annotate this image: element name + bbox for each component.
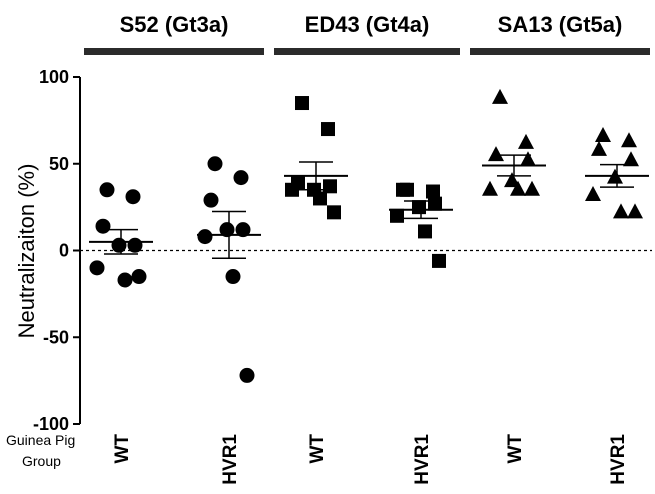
data-point-square	[295, 96, 309, 111]
data-point-circle	[89, 260, 105, 276]
data-point-square	[327, 205, 341, 220]
group-title-2: SA13 (Gt5a)	[498, 12, 623, 37]
data-point-triangle	[524, 180, 540, 196]
x-category-label: WT	[505, 434, 526, 464]
data-point-square	[412, 200, 426, 215]
data-point-square	[323, 179, 337, 194]
data-point-square	[432, 253, 446, 268]
data-point-circle	[235, 222, 251, 238]
data-point-triangle	[585, 185, 601, 201]
y-tick-label: -100	[33, 414, 69, 434]
data-point-triangle	[627, 203, 643, 219]
data-point-circle	[225, 269, 241, 285]
y-tick-label: 50	[49, 154, 69, 174]
y-tick-label: 0	[59, 241, 69, 261]
data-points	[89, 88, 643, 383]
data-point-triangle	[510, 180, 526, 196]
y-tick-label: 100	[39, 67, 69, 87]
data-point-triangle	[623, 151, 639, 167]
y-axis-title: Neutralizaiton (%)	[14, 164, 39, 339]
data-point-triangle	[504, 172, 520, 188]
data-point-square	[313, 191, 327, 206]
x-axis-categories: WT HVR1 WT HVR1 WT HVR1	[112, 434, 629, 485]
x-category-label: HVR1	[220, 434, 241, 485]
data-point-circle	[239, 367, 255, 383]
data-point-square	[321, 122, 335, 137]
data-point-triangle	[591, 140, 607, 156]
data-point-circle	[111, 237, 127, 253]
data-point-triangle	[518, 133, 534, 149]
data-point-square	[428, 196, 442, 211]
data-point-triangle	[488, 146, 504, 162]
group-row-label-line1: Guinea Pig	[6, 432, 75, 448]
data-point-circle	[127, 237, 143, 253]
group-row-label-line2: Group	[22, 453, 61, 469]
data-point-circle	[207, 156, 223, 172]
data-point-triangle	[621, 132, 637, 148]
mean-sem-bars	[89, 154, 649, 260]
group-bar-0	[84, 48, 264, 55]
data-point-circle	[125, 189, 141, 205]
group-title-0: S52 (Gt3a)	[120, 12, 229, 37]
data-point-circle	[197, 229, 213, 245]
data-point-square	[418, 224, 432, 239]
group-bar-1	[274, 48, 460, 55]
data-point-triangle	[492, 88, 508, 104]
data-point-triangle	[520, 151, 536, 167]
data-point-square	[426, 184, 440, 199]
data-point-triangle	[482, 180, 498, 196]
group-bar-2	[470, 48, 650, 55]
data-point-square	[285, 182, 299, 197]
y-tick-label: -50	[43, 327, 69, 347]
data-point-circle	[219, 222, 235, 238]
data-point-circle	[95, 218, 111, 234]
group-title-1: ED43 (Gt4a)	[305, 12, 430, 37]
data-point-circle	[99, 182, 115, 198]
data-point-circle	[233, 170, 249, 186]
data-point-circle	[117, 272, 133, 288]
data-point-square	[396, 182, 410, 197]
data-point-circle	[131, 269, 147, 285]
x-category-label: WT	[112, 434, 133, 464]
data-point-square	[390, 208, 404, 223]
group-headers: S52 (Gt3a) ED43 (Gt4a) SA13 (Gt5a)	[84, 12, 650, 55]
x-category-label: WT	[307, 434, 328, 464]
y-axis: 100 50 0 -50 -100	[33, 67, 81, 434]
x-category-label: HVR1	[608, 434, 629, 485]
x-category-label: HVR1	[412, 434, 433, 485]
data-point-triangle	[595, 126, 611, 142]
data-point-triangle	[613, 203, 629, 219]
data-point-circle	[203, 192, 219, 208]
